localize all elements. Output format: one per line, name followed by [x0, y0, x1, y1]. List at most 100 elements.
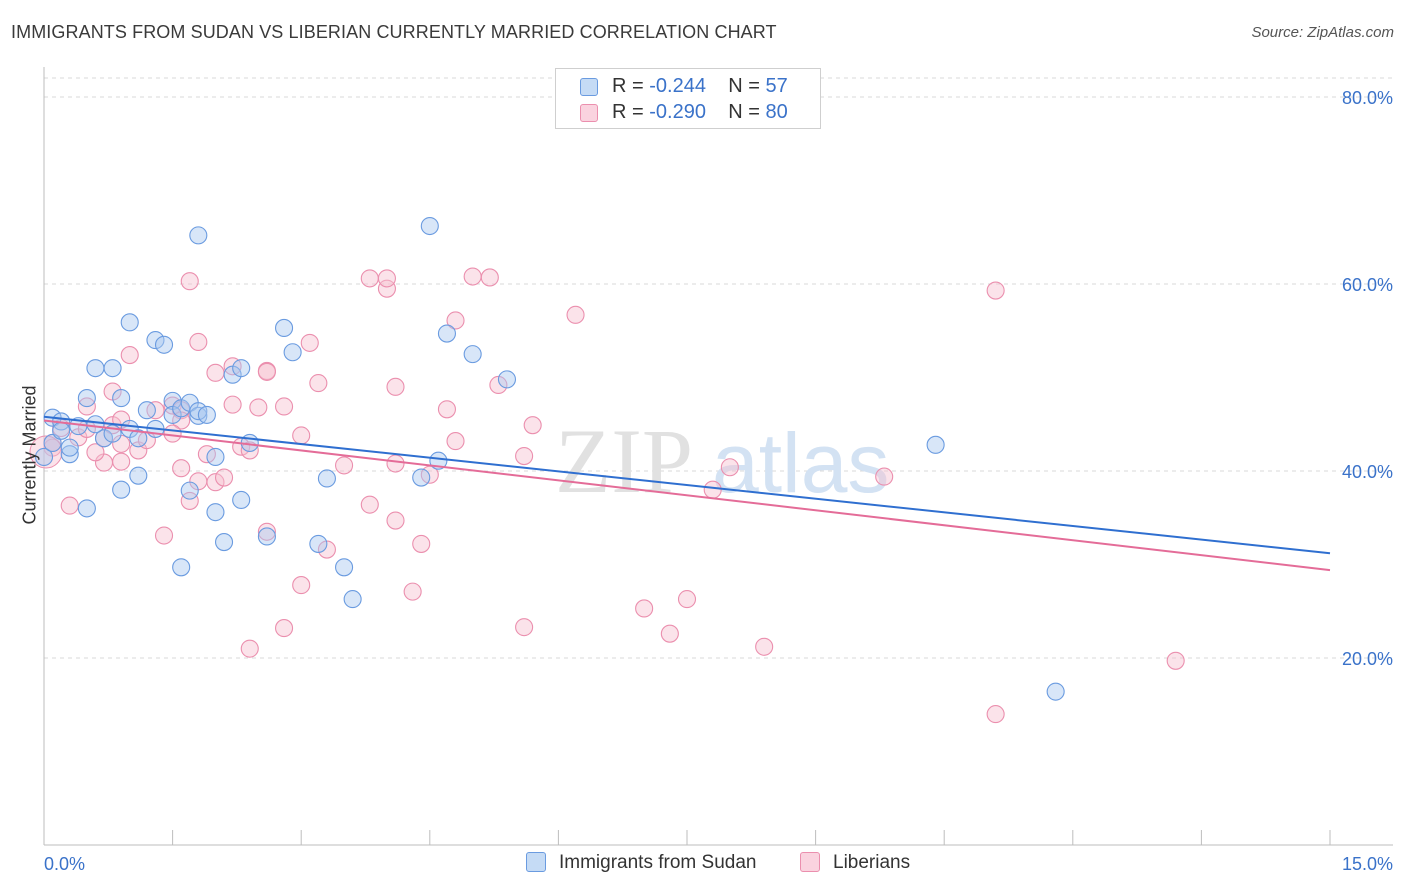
liberian-point [360, 495, 379, 514]
liberian-point [240, 441, 259, 460]
liberian-point [523, 416, 542, 435]
liberian-point [292, 576, 311, 595]
sudan-point [206, 503, 225, 522]
y-tick-label: 20.0% [1342, 649, 1393, 669]
sudan-point [86, 415, 105, 434]
sudan-point [112, 389, 131, 408]
sudan-point [112, 480, 131, 499]
sudan-point [103, 359, 122, 378]
sudan-point [129, 429, 148, 448]
liberian-point [437, 400, 456, 419]
liberian-point [154, 526, 174, 545]
liberian-point [300, 333, 319, 352]
sudan-point [317, 469, 336, 488]
legend-r-label: R = [612, 101, 644, 123]
tick-labels: 20.0% 40.0% 60.0% 80.0% 0.0% 15.0% [44, 88, 1393, 874]
sudan-point [412, 468, 431, 487]
liberian-point [403, 582, 422, 601]
liberian-point [112, 452, 131, 471]
bottom-legend-label-sudan: Immigrants from Sudan [559, 852, 757, 873]
liberian-point [986, 281, 1005, 300]
sudan-point [52, 421, 71, 440]
bottom-legend-swatch-liberians [800, 852, 820, 872]
liberian-point [60, 496, 79, 515]
sudan-point [232, 359, 251, 378]
sudan-point [60, 445, 79, 464]
liberian-point [275, 397, 294, 416]
liberian-point [463, 267, 482, 286]
liberian-point [360, 269, 379, 288]
watermark-atlas: atlas [712, 416, 889, 510]
liberian-point [172, 459, 191, 478]
x-tick-label: 15.0% [1342, 854, 1393, 874]
sudan-point [283, 343, 302, 362]
sudan-point [497, 370, 517, 389]
liberian-point [386, 454, 405, 473]
legend-r-value: -0.244 [649, 75, 706, 97]
sudan-point [437, 324, 456, 343]
liberian-point [257, 362, 276, 381]
liberian-point [480, 268, 499, 287]
liberian-point [386, 511, 405, 530]
legend-n-label: N = [728, 75, 760, 97]
liberian-point [335, 456, 354, 475]
liberian-point [703, 480, 722, 499]
legend-n-label: N = [728, 101, 760, 123]
sudan-point [34, 447, 54, 467]
liberian-point [386, 377, 405, 396]
liberian-point [446, 311, 465, 330]
liberian-point [214, 468, 234, 487]
y-axis-label: Currently Married [19, 385, 40, 525]
sudan-point [232, 490, 251, 510]
liberian-point [180, 491, 199, 510]
y-tick-label: 40.0% [1342, 462, 1393, 482]
sudan-point [463, 345, 482, 364]
liberian-point [566, 305, 585, 324]
legend-r-value: -0.290 [649, 101, 706, 123]
liberian-point [189, 332, 208, 352]
legend-swatch-liberians [580, 104, 598, 122]
sudan-point [180, 481, 199, 500]
liberian-point [515, 618, 534, 637]
liberian-point [309, 374, 328, 393]
watermark-zip: ZIP [555, 410, 693, 512]
trend-lines [43, 415, 1331, 572]
liberian-point [223, 395, 242, 414]
x-tick-label: 0.0% [44, 854, 85, 874]
sudan-point [60, 438, 79, 457]
sudan-point [172, 558, 191, 577]
sudan-point [189, 226, 208, 245]
legend-r-label: R = [612, 75, 644, 97]
liberian-point [412, 534, 431, 553]
sudan-point [197, 405, 216, 424]
correlation-legend: R = -0.244 N = 57 R = -0.290 N = 80 [555, 68, 821, 129]
liberian-point [720, 458, 739, 477]
sudan-point [206, 447, 225, 467]
sudan-point [214, 533, 234, 552]
liberian-point [677, 590, 697, 609]
liberian-point [240, 639, 259, 658]
sudan-point [77, 499, 96, 518]
sudan-point [275, 318, 294, 337]
sudan-point [335, 558, 354, 577]
liberian-point [292, 426, 311, 445]
sudan-point [146, 331, 165, 350]
liberian-point [257, 522, 276, 541]
liberian-point [163, 424, 182, 443]
sudan-points [34, 216, 1065, 701]
liberian-point [249, 398, 268, 417]
sudan-point [1046, 682, 1065, 701]
sudan-point [257, 527, 276, 546]
liberian-point [206, 363, 225, 382]
liberian-point [515, 446, 534, 466]
sudan-point [309, 534, 328, 553]
liberian-point [660, 624, 679, 643]
legend-n-value: 80 [765, 101, 788, 123]
liberian-trend-line [43, 419, 1331, 572]
sudan-point [94, 429, 114, 448]
chart-title: IMMIGRANTS FROM SUDAN VS LIBERIAN CURREN… [11, 22, 777, 42]
bottom-legend-swatch-sudan [526, 852, 546, 872]
legend-n-value: 57 [765, 75, 788, 97]
watermark: ZIP atlas [555, 410, 889, 512]
